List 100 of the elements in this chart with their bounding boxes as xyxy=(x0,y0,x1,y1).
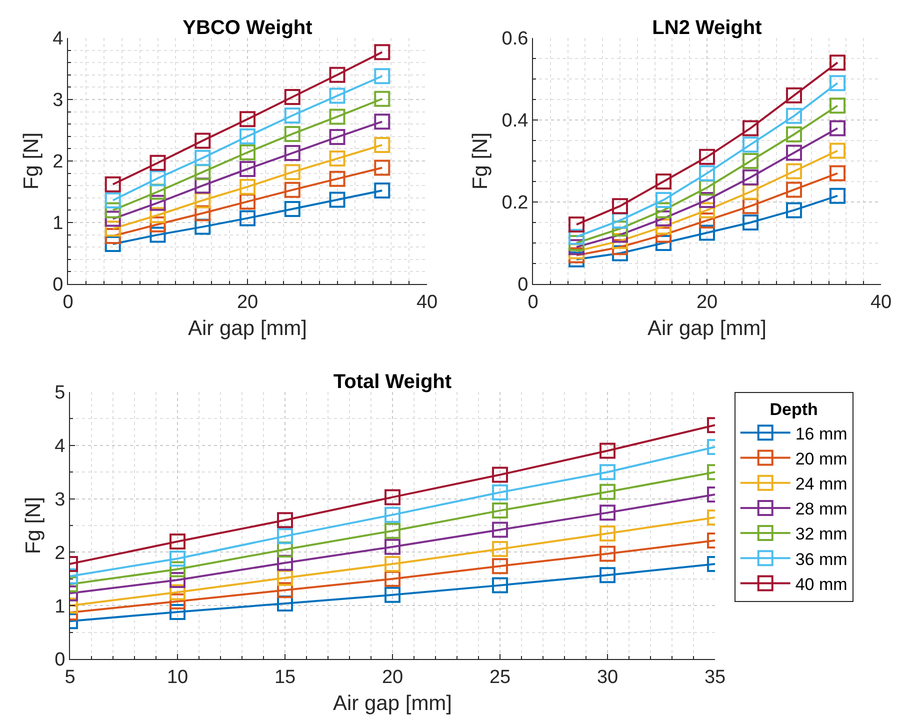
point xyxy=(786,87,802,104)
point xyxy=(656,174,672,190)
point xyxy=(240,178,256,195)
point xyxy=(830,120,846,136)
point xyxy=(374,160,390,176)
y-tick-label: 2 xyxy=(52,152,64,173)
point xyxy=(612,198,628,214)
point xyxy=(699,224,715,241)
point xyxy=(384,570,400,587)
point xyxy=(374,114,390,130)
point xyxy=(150,154,166,171)
x-tick-label: 25 xyxy=(489,666,511,688)
point xyxy=(277,554,293,571)
point xyxy=(612,220,628,237)
point xyxy=(277,512,293,528)
point xyxy=(277,582,293,598)
point xyxy=(384,556,400,572)
point xyxy=(150,226,166,243)
chart-title: Total Weight xyxy=(333,371,452,393)
point xyxy=(329,88,346,104)
point xyxy=(384,489,400,506)
point xyxy=(656,192,672,208)
point xyxy=(656,202,672,218)
point xyxy=(830,142,846,159)
point xyxy=(568,228,584,245)
point xyxy=(830,98,846,114)
point xyxy=(384,522,400,539)
point xyxy=(742,169,758,186)
y-tick-label: 2 xyxy=(54,542,66,564)
point xyxy=(240,194,256,210)
chart-title: YBCO Weight xyxy=(182,17,313,39)
legend-label: 24 mm xyxy=(795,474,848,494)
point xyxy=(150,170,166,186)
y-tick-label: 0.2 xyxy=(502,192,528,214)
point xyxy=(699,148,715,165)
point xyxy=(277,570,293,586)
x-tick-label: 20 xyxy=(382,666,404,688)
point xyxy=(284,164,300,180)
point xyxy=(277,528,293,544)
point xyxy=(104,202,121,218)
x-tick-label: 15 xyxy=(274,666,296,688)
point xyxy=(329,129,346,146)
point xyxy=(786,163,802,180)
point xyxy=(786,182,802,198)
point xyxy=(492,577,508,594)
y-tick-label: 4 xyxy=(52,28,64,50)
legend-label: 28 mm xyxy=(795,500,848,519)
point xyxy=(830,54,846,71)
x-axis-title: Air gap [mm] xyxy=(647,317,767,340)
point xyxy=(830,188,846,204)
point xyxy=(194,150,211,166)
y-axis-title: Fg [N] xyxy=(468,132,492,190)
point xyxy=(284,107,300,124)
point xyxy=(104,236,121,252)
point xyxy=(240,144,256,160)
y-tick-label: 0 xyxy=(52,274,64,296)
point xyxy=(492,522,508,538)
point xyxy=(277,595,293,612)
point xyxy=(194,205,211,222)
point xyxy=(374,137,390,154)
legend-label: 20 mm xyxy=(795,449,848,468)
point xyxy=(830,165,846,182)
legend-title: Depth xyxy=(770,400,818,420)
y-tick-label: 3 xyxy=(52,90,64,112)
x-tick-label: 40 xyxy=(870,292,892,313)
y-tick-label: 0 xyxy=(54,650,66,671)
point xyxy=(786,126,802,142)
point xyxy=(104,228,121,244)
point xyxy=(492,466,508,483)
point xyxy=(384,506,400,523)
point xyxy=(384,586,400,603)
point xyxy=(104,176,121,192)
point xyxy=(284,200,300,217)
point xyxy=(699,212,715,228)
point xyxy=(384,538,400,555)
point xyxy=(329,192,346,208)
point xyxy=(742,153,758,169)
point xyxy=(492,484,508,500)
point xyxy=(786,144,802,161)
point xyxy=(240,161,256,177)
point xyxy=(104,210,121,227)
point xyxy=(568,216,584,233)
y-tick-label: 5 xyxy=(54,382,66,404)
point xyxy=(240,128,256,144)
point xyxy=(284,89,300,106)
point xyxy=(277,542,293,558)
point xyxy=(742,214,758,230)
x-tick-label: 20 xyxy=(696,292,718,313)
point xyxy=(150,207,166,224)
point xyxy=(699,202,715,218)
point xyxy=(742,184,758,200)
point xyxy=(492,558,508,574)
point xyxy=(656,226,672,243)
point xyxy=(150,194,166,211)
legend-label: 16 mm xyxy=(795,424,848,444)
point xyxy=(284,182,300,198)
point xyxy=(374,182,390,199)
point xyxy=(742,120,758,136)
point xyxy=(656,210,672,226)
x-tick-label: 40 xyxy=(416,292,438,313)
